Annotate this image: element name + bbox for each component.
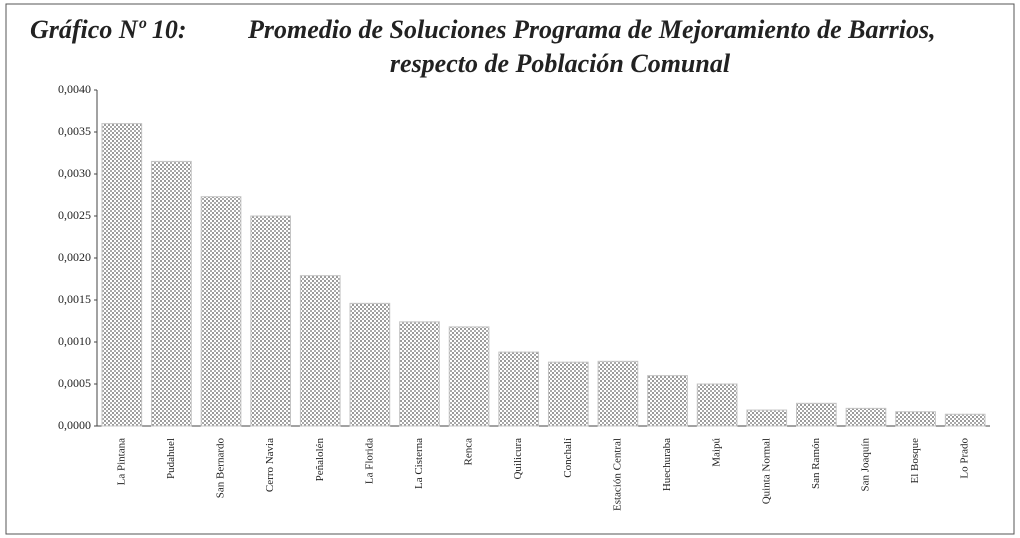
bar <box>647 375 688 427</box>
y-tick-label: 0,0005 <box>58 376 91 390</box>
bar <box>299 275 341 427</box>
frame <box>5 3 1015 535</box>
x-tick-label: San Ramón <box>810 438 822 490</box>
x-tick-label: La Florida <box>363 438 375 484</box>
x-tick-label: Renca <box>463 438 475 466</box>
bar <box>944 413 986 427</box>
y-tick-label: 0,0015 <box>58 292 91 306</box>
y-tick-label: 0,0030 <box>58 166 91 180</box>
bar <box>597 360 639 427</box>
bar <box>746 409 788 427</box>
x-tick-label: San Bernardo <box>215 438 227 499</box>
x-tick-label: Pudahuel <box>165 438 177 479</box>
y-tick-label: 0,0025 <box>58 208 91 222</box>
x-tick-label: Estación Central <box>611 438 623 511</box>
bar <box>250 215 291 427</box>
y-tick-label: 0,0020 <box>58 250 91 264</box>
y-tick-label: 0,0000 <box>58 418 91 432</box>
figure-label: Gráfico Nº 10: <box>30 15 187 44</box>
x-tick-label: La Cisterna <box>413 438 425 489</box>
bar <box>349 302 391 427</box>
x-tick-label: San Joaquín <box>860 438 872 492</box>
bar <box>895 411 936 427</box>
bar <box>498 351 540 427</box>
y-tick-label: 0,0035 <box>58 124 91 138</box>
bar <box>448 326 490 427</box>
x-tick-label: Huechuraba <box>661 438 673 491</box>
bar <box>845 407 887 427</box>
x-tick-label: Quinta Normal <box>760 438 772 504</box>
bar <box>101 123 143 427</box>
chart-title: Promedio de Soluciones Programa de Mejor… <box>247 15 936 44</box>
x-tick-label: Cerro Navia <box>264 438 276 492</box>
x-tick-label: Conchalí <box>562 438 574 478</box>
x-tick-label: Lo Prado <box>959 438 971 479</box>
x-tick-label: Quilicura <box>512 438 524 480</box>
x-tick-label: El Bosque <box>909 438 921 484</box>
y-tick-label: 0,0010 <box>58 334 91 348</box>
bar <box>399 321 440 427</box>
x-tick-label: Maipú <box>711 438 723 467</box>
bar <box>200 196 242 427</box>
bar <box>547 361 589 427</box>
y-tick-label: 0,0040 <box>58 82 91 96</box>
bar <box>696 383 738 427</box>
bar <box>796 402 837 427</box>
bar <box>151 160 192 427</box>
chart-title: respecto de Población Comunal <box>390 49 731 78</box>
x-tick-label: Peñalolén <box>314 438 326 482</box>
x-tick-label: La Pintana <box>115 438 127 485</box>
